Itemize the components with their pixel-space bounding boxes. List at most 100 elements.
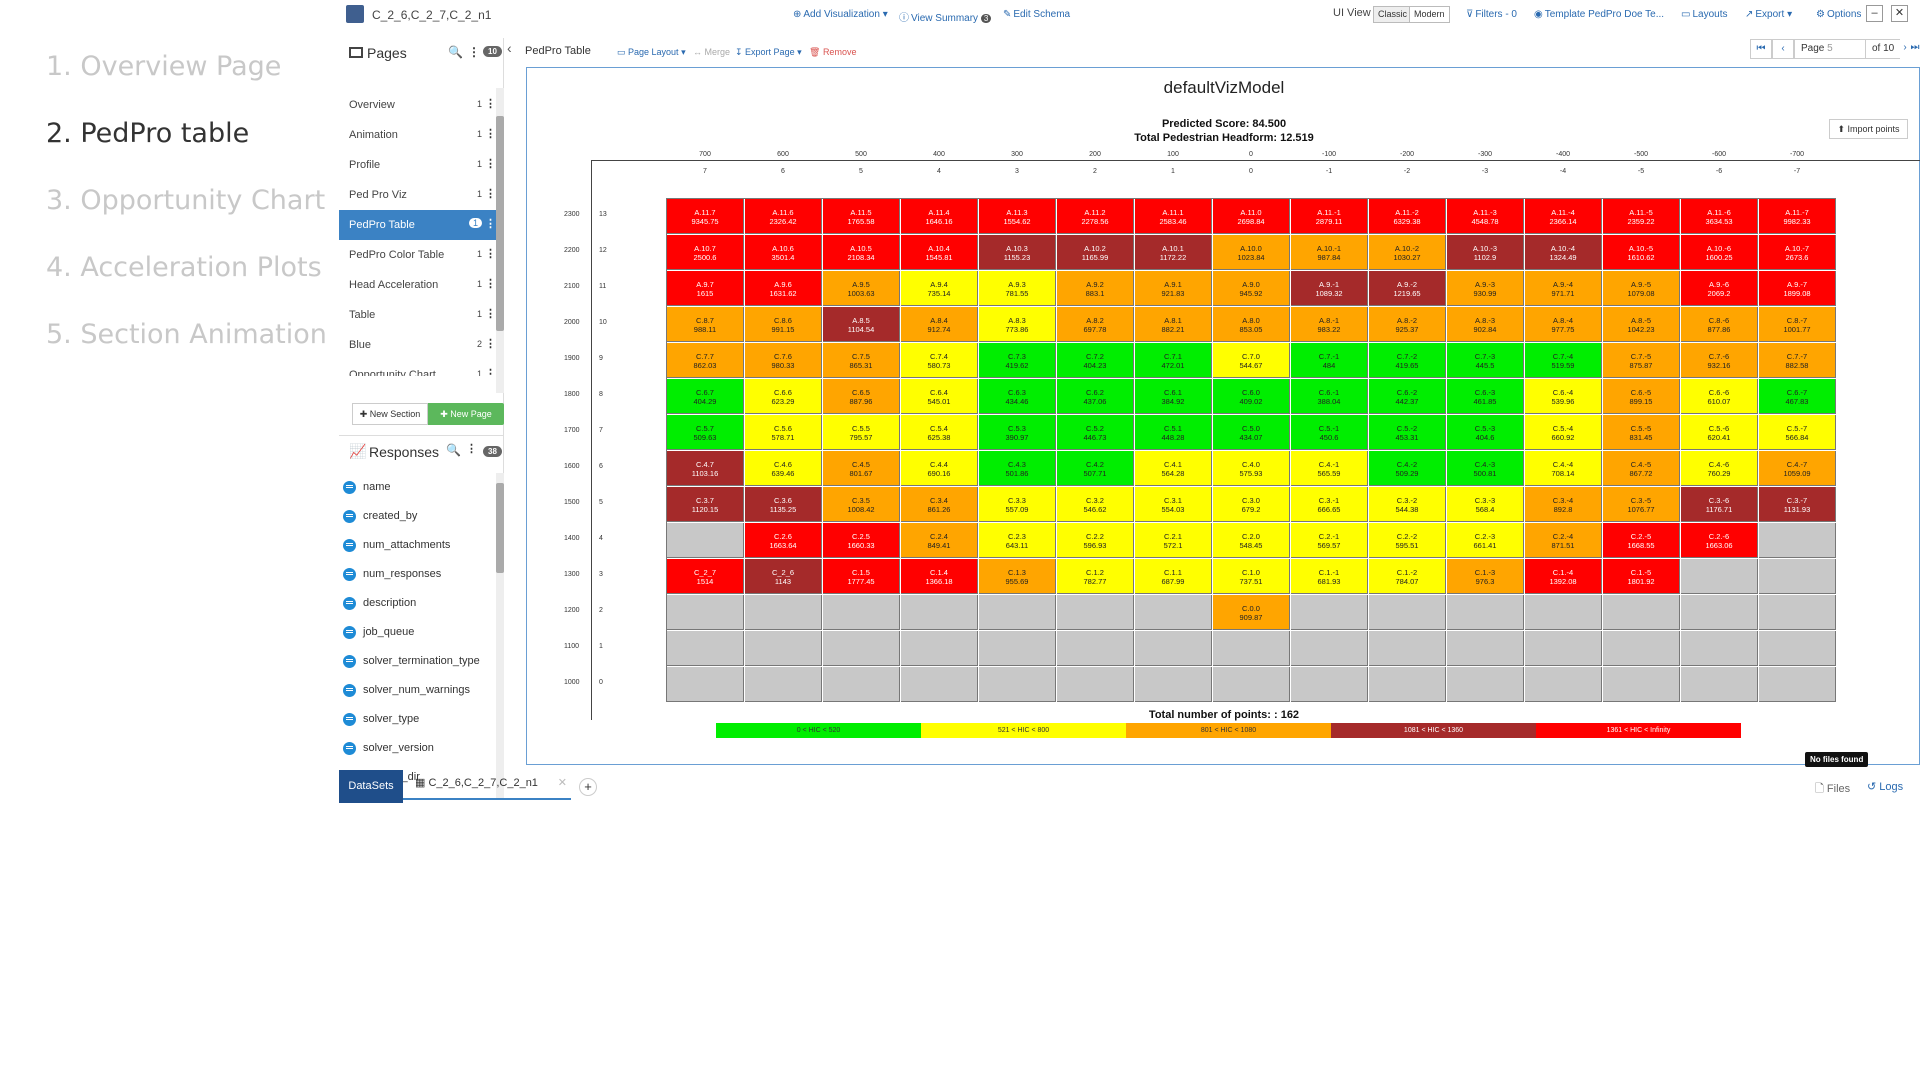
page-layout-button[interactable]: ▭ Page Layout ▾	[617, 47, 686, 57]
grid-cell[interactable]: C.3.1 554.03	[1135, 487, 1212, 522]
grid-cell[interactable]: C.0.0 909.87	[1213, 595, 1290, 630]
grid-cell[interactable]: C.2.2 596.93	[1057, 523, 1134, 558]
grid-cell[interactable]: C.3.6 1135.25	[745, 487, 822, 522]
grid-cell[interactable]: A.11.-5 2359.22	[1603, 199, 1680, 234]
grid-cell[interactable]: A.10.-4 1324.49	[1525, 235, 1602, 270]
page-menu-icon[interactable]: ⋮	[485, 128, 496, 140]
page-menu-icon[interactable]: ⋮	[485, 338, 496, 350]
grid-cell[interactable]: C.8.-6 877.86	[1681, 307, 1758, 342]
grid-cell[interactable]	[667, 667, 744, 702]
grid-cell[interactable]: C.5.-1 450.6	[1291, 415, 1368, 450]
grid-cell[interactable]: A.9.-1 1089.32	[1291, 271, 1368, 306]
merge-button[interactable]: ↔ Merge	[693, 47, 731, 57]
sidebar-page-item[interactable]: PedPro Table 1 ⋮	[339, 210, 504, 240]
grid-cell[interactable]: A.9.1 921.83	[1135, 271, 1212, 306]
grid-cell[interactable]	[979, 667, 1056, 702]
grid-cell[interactable]	[1291, 667, 1368, 702]
grid-cell[interactable]: C.6.-5 899.15	[1603, 379, 1680, 414]
grid-cell[interactable]: C.7.-7 882.58	[1759, 343, 1836, 378]
grid-cell[interactable]: A.8.-2 925.37	[1369, 307, 1446, 342]
grid-cell[interactable]: C.7.-1 484	[1291, 343, 1368, 378]
layouts-button[interactable]: ▭ Layouts	[1681, 9, 1727, 20]
grid-cell[interactable]	[1057, 667, 1134, 702]
grid-cell[interactable]: C.1.1 687.99	[1135, 559, 1212, 594]
new-section-button[interactable]: ✚ New Section	[352, 403, 428, 425]
grid-cell[interactable]: A.10.-2 1030.27	[1369, 235, 1446, 270]
grid-cell[interactable]: C.4.7 1103.16	[667, 451, 744, 486]
new-page-button[interactable]: ✚ New Page	[428, 403, 504, 425]
grid-cell[interactable]: C.3.-2 544.38	[1369, 487, 1446, 522]
sidebar-page-item[interactable]: Animation 1 ⋮	[339, 120, 504, 150]
grid-cell[interactable]: A.9.4 735.14	[901, 271, 978, 306]
grid-cell[interactable]	[1759, 667, 1836, 702]
grid-cell[interactable]: C.7.4 580.73	[901, 343, 978, 378]
grid-cell[interactable]: C.4.1 564.28	[1135, 451, 1212, 486]
grid-cell[interactable]: C.4.0 575.93	[1213, 451, 1290, 486]
grid-cell[interactable]: C.5.-2 453.31	[1369, 415, 1446, 450]
grid-cell[interactable]: C.7.-3 445.5	[1447, 343, 1524, 378]
grid-cell[interactable]: A.10.5 2108.34	[823, 235, 900, 270]
response-item[interactable]: solver_type	[339, 705, 499, 734]
grid-cell[interactable]: C.6.2 437.06	[1057, 379, 1134, 414]
grid-cell[interactable]: C_2_6 1143	[745, 559, 822, 594]
grid-cell[interactable]	[667, 595, 744, 630]
grid-cell[interactable]: C.2.4 849.41	[901, 523, 978, 558]
grid-cell[interactable]: A.8.0 853.05	[1213, 307, 1290, 342]
grid-cell[interactable]	[1603, 631, 1680, 666]
grid-cell[interactable]: C.5.2 446.73	[1057, 415, 1134, 450]
grid-cell[interactable]: C.4.-6 760.29	[1681, 451, 1758, 486]
grid-cell[interactable]	[1135, 595, 1212, 630]
grid-cell[interactable]: C.7.-5 875.87	[1603, 343, 1680, 378]
grid-cell[interactable]: A.9.-7 1899.08	[1759, 271, 1836, 306]
grid-cell[interactable]: C.4.-1 565.59	[1291, 451, 1368, 486]
prev-page-icon[interactable]: ‹	[1772, 39, 1794, 59]
grid-cell[interactable]: A.10.-5 1610.62	[1603, 235, 1680, 270]
grid-cell[interactable]: A.9.-2 1219.65	[1369, 271, 1446, 306]
grid-cell[interactable]: C.5.-3 404.6	[1447, 415, 1524, 450]
grid-cell[interactable]: C.1.5 1777.45	[823, 559, 900, 594]
sidebar-page-item[interactable]: Table 1 ⋮	[339, 300, 504, 330]
export-page-button[interactable]: ↧ Export Page ▾	[735, 47, 802, 57]
grid-cell[interactable]: A.10.3 1155.23	[979, 235, 1056, 270]
grid-cell[interactable]: C.4.-5 867.72	[1603, 451, 1680, 486]
grid-cell[interactable]: C.4.-7 1059.09	[1759, 451, 1836, 486]
grid-cell[interactable]: C.6.-3 461.85	[1447, 379, 1524, 414]
page-menu-icon[interactable]: ⋮	[485, 188, 496, 200]
grid-cell[interactable]	[745, 667, 822, 702]
grid-cell[interactable]: C.1.-2 784.07	[1369, 559, 1446, 594]
grid-cell[interactable]	[1681, 595, 1758, 630]
page-menu-icon[interactable]: ⋮	[485, 158, 496, 170]
grid-cell[interactable]: C.2.-2 595.51	[1369, 523, 1446, 558]
grid-cell[interactable]: A.11.2 2278.56	[1057, 199, 1134, 234]
grid-cell[interactable]: C.3.2 546.62	[1057, 487, 1134, 522]
grid-cell[interactable]	[1759, 595, 1836, 630]
grid-cell[interactable]: A.10.-1 987.84	[1291, 235, 1368, 270]
response-item[interactable]: description	[339, 589, 499, 618]
datasets-tab[interactable]: DataSets	[339, 770, 403, 803]
grid-cell[interactable]: A.9.0 945.92	[1213, 271, 1290, 306]
grid-cell[interactable]: C.4.-4 708.14	[1525, 451, 1602, 486]
export-button[interactable]: ↗ Export ▾	[1745, 9, 1793, 20]
grid-cell[interactable]	[1759, 559, 1836, 594]
response-item[interactable]: job_queue	[339, 618, 499, 647]
grid-cell[interactable]: A.11.7 9345.75	[667, 199, 744, 234]
grid-cell[interactable]: C.6.-4 539.96	[1525, 379, 1602, 414]
grid-cell[interactable]	[823, 667, 900, 702]
grid-cell[interactable]: A.11.-1 2879.11	[1291, 199, 1368, 234]
grid-cell[interactable]: C.7.5 865.31	[823, 343, 900, 378]
grid-cell[interactable]	[901, 667, 978, 702]
grid-cell[interactable]: A.8.-5 1042.23	[1603, 307, 1680, 342]
grid-cell[interactable]: A.9.2 883.1	[1057, 271, 1134, 306]
grid-cell[interactable]: C.3.5 1008.42	[823, 487, 900, 522]
page-menu-icon[interactable]: ⋮	[485, 98, 496, 110]
grid-cell[interactable]: A.11.0 2698.84	[1213, 199, 1290, 234]
grid-cell[interactable]: C.3.-1 666.65	[1291, 487, 1368, 522]
sidebar-page-item[interactable]: Opportunity Chart 1 ⋮	[339, 360, 504, 376]
grid-cell[interactable]: C.3.-4 892.8	[1525, 487, 1602, 522]
grid-cell[interactable]: C.4.3 501.86	[979, 451, 1056, 486]
grid-cell[interactable]: C.7.7 862.03	[667, 343, 744, 378]
grid-cell[interactable]: A.11.-7 9982.33	[1759, 199, 1836, 234]
close-tab-icon[interactable]: ✕	[557, 777, 567, 789]
file-tab[interactable]: ▦ C_2_6,C_2_7,C_2_n1 ✕	[403, 770, 571, 800]
grid-cell[interactable]	[667, 631, 744, 666]
